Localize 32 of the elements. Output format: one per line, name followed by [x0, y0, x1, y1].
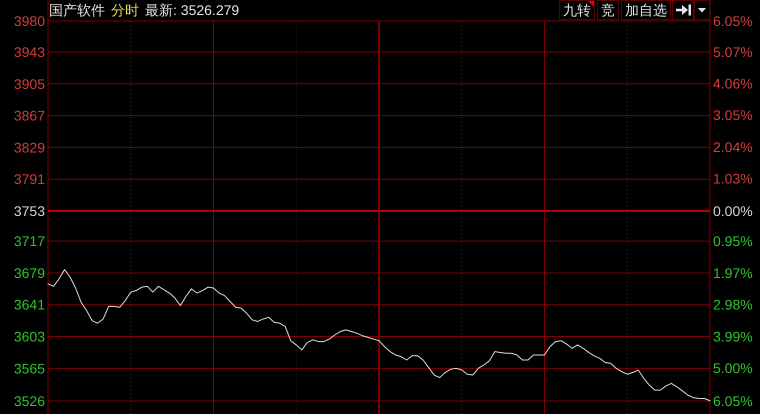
y2-tick-label: 2.04%	[713, 138, 753, 155]
y-tick-label: 3943	[14, 44, 45, 60]
y-tick-label: 3603	[14, 328, 45, 345]
y2-tick-label: 1.03%	[713, 170, 753, 187]
annotation: 最新: 3526.279	[145, 2, 240, 18]
y2-tick-label: 2.98%	[713, 296, 753, 313]
y2-tick-label: 5.07%	[713, 44, 753, 60]
y-tick-label: 3565	[14, 360, 45, 376]
subtitle: 分时	[111, 2, 139, 18]
y-tick-label: 3641	[14, 296, 45, 313]
button: 九转	[559, 0, 595, 20]
y2-tick-label: 5.00%	[713, 360, 753, 376]
y-tick-label: 3679	[14, 264, 45, 281]
y2-tick-label: 3.99%	[713, 328, 753, 344]
y-tick-label: 3526	[14, 393, 45, 409]
y2-tick-label: 6.05%	[713, 13, 753, 29]
y-tick-label: 3867	[14, 108, 45, 124]
y-tick-label: 3829	[14, 139, 45, 156]
button: 竞	[597, 0, 619, 20]
title: 国产软件	[49, 2, 105, 18]
y-tick-label: 3717	[14, 233, 45, 250]
y2-tick-label: 0.95%	[713, 232, 753, 249]
y2-tick-label: 1.97%	[713, 264, 753, 281]
y-tick-label: 3980	[14, 13, 45, 29]
y2-tick-label: 3.05%	[713, 107, 753, 124]
y-tick-label: 3905	[14, 76, 45, 92]
y-tick-label: 3753	[14, 203, 45, 219]
y2-tick-label: 0.00%	[713, 203, 753, 219]
y2-tick-label: 4.06%	[713, 76, 753, 92]
button: 加自选	[621, 0, 671, 20]
y-tick-label: 3791	[14, 171, 45, 188]
y2-tick-label: 6.05%	[713, 393, 753, 409]
